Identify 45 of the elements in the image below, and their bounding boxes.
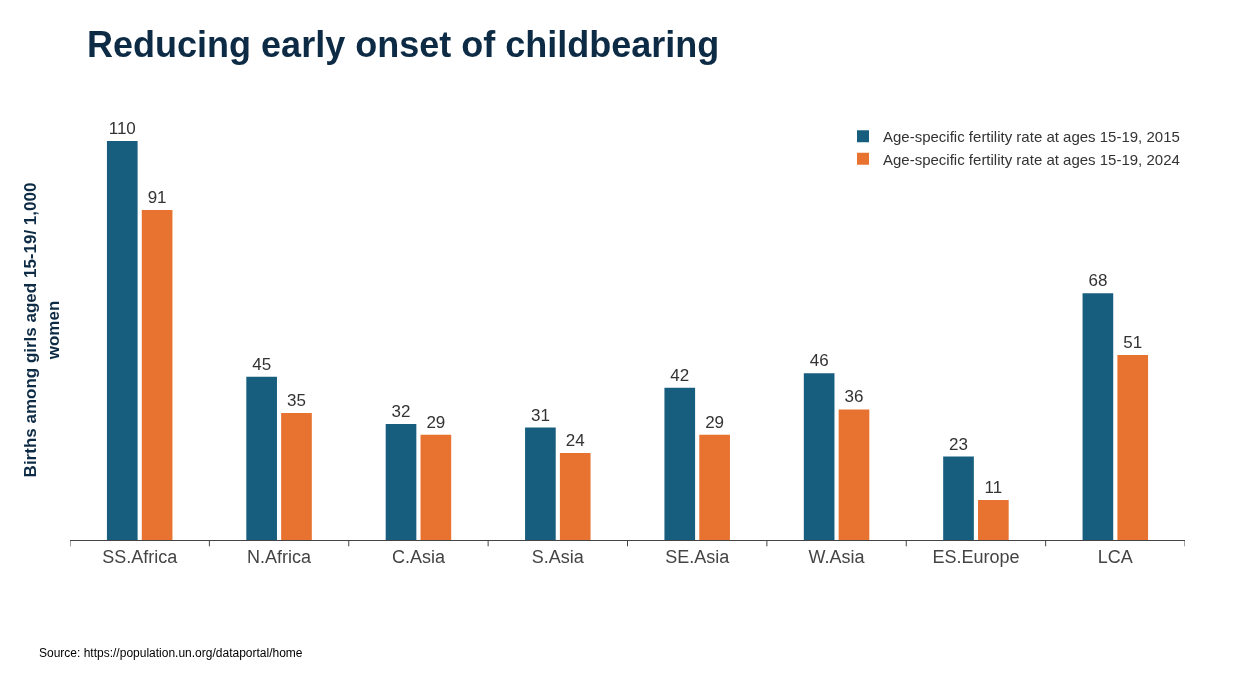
bar bbox=[525, 427, 556, 540]
data-label: 42 bbox=[670, 365, 690, 385]
data-label: 31 bbox=[530, 405, 550, 425]
data-label: 23 bbox=[949, 434, 968, 454]
data-label: 68 bbox=[1088, 271, 1108, 291]
bar bbox=[664, 387, 696, 540]
bar bbox=[838, 409, 870, 540]
data-label: 46 bbox=[809, 351, 829, 371]
data-label: 29 bbox=[705, 412, 725, 432]
data-label: 24 bbox=[565, 430, 585, 450]
x-tick-label: SE.Asia bbox=[665, 546, 731, 567]
data-label: 110 bbox=[108, 119, 136, 138]
x-tick-label: LCA bbox=[1097, 546, 1133, 567]
data-label: 29 bbox=[426, 412, 446, 432]
y-axis-title: Births among girls aged 15-19/ 1,000 women bbox=[21, 182, 63, 478]
legend-label: Age-specific fertility rate at ages 15-19, 2015 bbox=[883, 128, 1180, 146]
x-tick-label: N.Africa bbox=[247, 546, 313, 567]
data-label: 32 bbox=[391, 401, 411, 421]
legend-label: Age-specific fertility rate at ages 15-19, 2024 bbox=[883, 150, 1180, 168]
data-label: 45 bbox=[252, 354, 272, 374]
bar bbox=[559, 452, 591, 540]
bar bbox=[281, 413, 312, 540]
bar bbox=[1082, 293, 1114, 540]
x-tick-label: W.Asia bbox=[808, 546, 866, 567]
bar bbox=[141, 209, 173, 540]
data-label: 36 bbox=[844, 387, 864, 407]
x-tick-label: C.Asia bbox=[391, 546, 446, 567]
bar bbox=[246, 376, 277, 540]
data-label: 11 bbox=[984, 478, 1003, 498]
bar bbox=[1117, 355, 1149, 540]
x-tick-label: ES.Europe bbox=[932, 546, 1020, 567]
bar bbox=[803, 373, 835, 540]
chart-title: Reducing early onset of childbearing bbox=[87, 23, 720, 65]
x-tick-label: S.Asia bbox=[531, 546, 585, 567]
bar bbox=[385, 423, 417, 540]
bar bbox=[106, 141, 138, 540]
data-label: 91 bbox=[147, 187, 167, 207]
bar bbox=[699, 434, 730, 540]
data-label: 51 bbox=[1123, 333, 1143, 353]
x-tick-label: SS.Africa bbox=[102, 546, 179, 567]
bar bbox=[420, 434, 452, 540]
data-label: 35 bbox=[287, 391, 306, 411]
bar bbox=[978, 500, 1009, 540]
source-note: Source: https://population.un.org/dataportal/home bbox=[39, 646, 303, 660]
bar bbox=[943, 456, 974, 540]
